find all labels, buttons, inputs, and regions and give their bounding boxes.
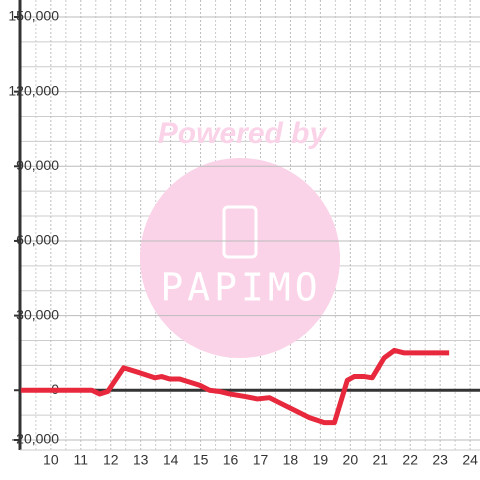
line-series [20, 347, 450, 426]
y-tick-label: 30,000 [16, 306, 59, 322]
y-tick-label: 60,000 [16, 232, 59, 248]
x-tick-label: 24 [462, 452, 478, 468]
x-tick-label: 15 [193, 452, 209, 468]
x-tick-label: 14 [163, 452, 179, 468]
x-tick-label: 17 [253, 452, 269, 468]
x-tick-label: 16 [223, 452, 239, 468]
y-tick-label: 120,000 [8, 82, 59, 98]
x-tick-label: 19 [313, 452, 329, 468]
y-tick-label: 150,000 [8, 8, 59, 24]
x-tick-label: 22 [402, 452, 418, 468]
x-tick-label: 10 [43, 452, 59, 468]
watermark: Powered by PAPIMO [140, 117, 340, 358]
x-tick-label: 23 [432, 452, 448, 468]
x-tick-label: 12 [103, 452, 119, 468]
y-tick-label: -20,000 [12, 431, 60, 447]
y-tick-label: 90,000 [16, 157, 59, 173]
x-tick-label: 21 [372, 452, 388, 468]
watermark-text: Powered by [158, 117, 328, 150]
phone-icon [222, 205, 258, 259]
x-tick-label: 18 [283, 452, 299, 468]
watermark-logo: PAPIMO [160, 266, 321, 310]
x-tick-label: 13 [133, 452, 149, 468]
x-tick-label: 20 [343, 452, 359, 468]
x-tick-label: 11 [74, 452, 89, 468]
